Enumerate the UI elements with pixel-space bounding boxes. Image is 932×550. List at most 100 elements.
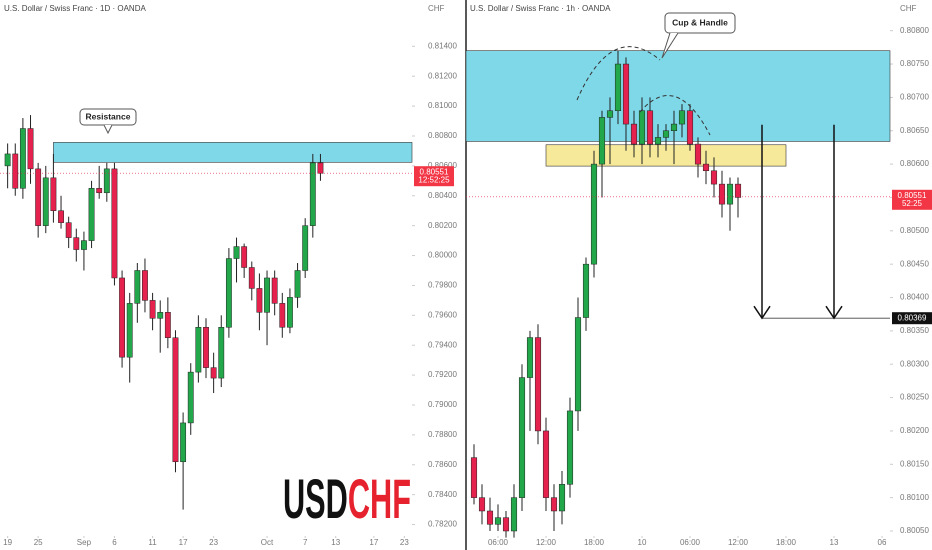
candle-body bbox=[172, 337, 179, 463]
cup-arc bbox=[576, 46, 661, 101]
countdown: 12:52:25 bbox=[418, 175, 450, 184]
candle-body bbox=[19, 128, 26, 189]
x-tick-label: 13 bbox=[830, 538, 839, 547]
candle-body bbox=[180, 422, 187, 463]
candle-body bbox=[287, 297, 293, 328]
x-tick-label: 06 bbox=[878, 538, 887, 547]
candle-body bbox=[630, 123, 638, 145]
candle-body bbox=[203, 327, 209, 368]
y-tick-label: 0.81200 bbox=[428, 71, 457, 80]
candle-body bbox=[218, 327, 225, 379]
candle-body bbox=[35, 168, 42, 226]
y-tick-label: 0.79800 bbox=[428, 281, 457, 290]
candle-body bbox=[614, 63, 622, 111]
candle-body bbox=[111, 168, 118, 279]
y-tick-label: 0.80250 bbox=[900, 393, 929, 402]
candle-body bbox=[195, 327, 202, 373]
candle-body bbox=[12, 153, 19, 189]
candle-body bbox=[81, 240, 87, 250]
y-tick-label: 0.80350 bbox=[900, 326, 929, 335]
y-tick-label: 0.80750 bbox=[900, 59, 929, 68]
x-tick-label: 23 bbox=[400, 538, 409, 547]
candle-body bbox=[510, 497, 518, 532]
candle-body bbox=[590, 163, 598, 265]
candle-body bbox=[662, 130, 670, 138]
x-tick-label: 17 bbox=[179, 538, 188, 547]
chart-title: U.S. Dollar / Swiss Franc · 1D · OANDA bbox=[4, 4, 146, 13]
target-label: 0.80369 bbox=[898, 313, 927, 322]
y-tick-label: 0.80200 bbox=[428, 221, 457, 230]
candle-body bbox=[558, 484, 566, 512]
candle-body bbox=[294, 270, 301, 298]
last-price-bg bbox=[414, 166, 454, 187]
candle-body bbox=[678, 110, 686, 125]
candle-body bbox=[670, 123, 678, 131]
zone bbox=[53, 142, 413, 163]
y-tick-label: 0.80650 bbox=[900, 126, 929, 135]
candle-body bbox=[134, 270, 141, 304]
candle-body bbox=[718, 183, 726, 205]
candle-body bbox=[646, 110, 654, 145]
x-tick-label: 25 bbox=[34, 538, 43, 547]
candle-body bbox=[598, 117, 606, 165]
candle-body bbox=[164, 312, 171, 338]
candle-body bbox=[309, 162, 316, 226]
candle-body bbox=[4, 153, 11, 167]
logo-quote: CHF bbox=[348, 467, 411, 530]
candle-body bbox=[502, 517, 510, 532]
y-tick-label: 0.80500 bbox=[900, 226, 929, 235]
candle-body bbox=[42, 177, 49, 226]
x-tick-label: 13 bbox=[331, 538, 340, 547]
candle-body bbox=[210, 367, 217, 379]
y-tick-label: 0.78200 bbox=[428, 520, 457, 529]
candle-body bbox=[271, 277, 278, 304]
candle-body bbox=[702, 163, 710, 172]
y-tick-label: 0.80200 bbox=[900, 426, 929, 435]
y-tick-label: 0.81400 bbox=[428, 41, 457, 50]
callout-pointer bbox=[661, 32, 679, 59]
candle-body bbox=[119, 277, 125, 358]
x-tick-label: Sep bbox=[77, 538, 92, 547]
y-tick-label: 0.80150 bbox=[900, 459, 929, 468]
candle-body bbox=[317, 162, 324, 174]
callout-text: Cup & Handle bbox=[672, 17, 728, 27]
y-tick-label: 0.80800 bbox=[900, 26, 929, 35]
candle-body bbox=[149, 300, 156, 319]
y-tick-label: 0.80600 bbox=[900, 159, 929, 168]
y-tick-label: 0.79200 bbox=[428, 370, 457, 379]
candle-body bbox=[478, 497, 486, 512]
candle-body bbox=[58, 210, 64, 223]
y-axis-label: CHF bbox=[900, 4, 917, 13]
candle-body bbox=[96, 188, 103, 194]
y-tick-label: 0.80400 bbox=[428, 191, 457, 200]
callout-pointer bbox=[103, 124, 113, 135]
zone bbox=[465, 50, 891, 142]
last-price-bg bbox=[892, 189, 932, 210]
x-tick-label: 19 bbox=[3, 538, 12, 547]
candle-body bbox=[686, 110, 694, 145]
candle-body bbox=[654, 137, 662, 145]
candle-body bbox=[550, 497, 558, 512]
candle-body bbox=[73, 237, 80, 250]
candle-body bbox=[726, 183, 734, 205]
candle-body bbox=[103, 168, 110, 194]
candle-body bbox=[88, 188, 95, 241]
y-tick-label: 0.80050 bbox=[900, 526, 929, 535]
candle-body bbox=[574, 317, 582, 412]
logo: USDCHF bbox=[283, 467, 411, 530]
arrow-head bbox=[825, 305, 843, 320]
y-tick-label: 0.81000 bbox=[428, 101, 457, 110]
candle-body bbox=[734, 183, 742, 198]
y-tick-label: 0.80300 bbox=[900, 359, 929, 368]
candle-body bbox=[542, 430, 550, 498]
y-tick-label: 0.79400 bbox=[428, 340, 457, 349]
y-tick-label: 0.80000 bbox=[428, 251, 457, 260]
candle-body bbox=[65, 222, 72, 238]
y-tick-label: 0.80100 bbox=[900, 493, 929, 502]
y-tick-label: 0.80800 bbox=[428, 131, 457, 140]
candle-body bbox=[518, 377, 526, 498]
callout-box bbox=[664, 12, 736, 34]
candle-body bbox=[710, 170, 718, 185]
candle-body bbox=[126, 303, 133, 358]
